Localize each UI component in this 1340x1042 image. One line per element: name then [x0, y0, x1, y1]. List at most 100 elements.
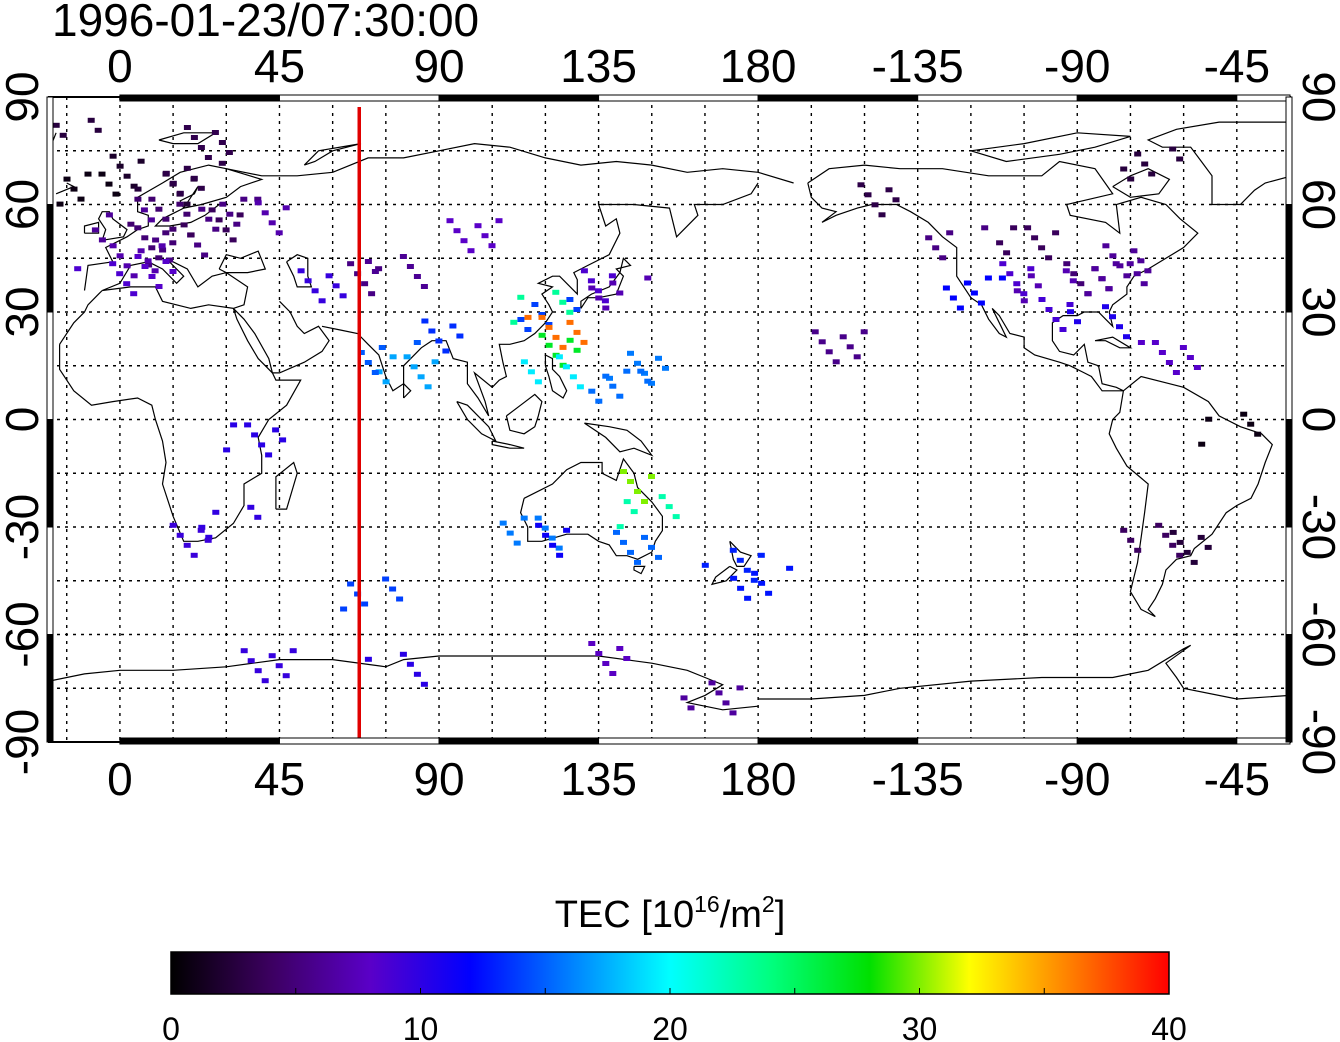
tec-pixel [758, 580, 766, 586]
tec-pixel [606, 375, 613, 381]
tec-pixel [180, 222, 188, 228]
tec-pixel [765, 590, 773, 596]
tec-pixel [361, 281, 369, 287]
tec-pixel [141, 264, 149, 269]
coast-svalbard [158, 132, 218, 145]
tec-pixel [134, 186, 142, 192]
tec-pixel [687, 705, 695, 711]
tec-pixel [825, 349, 833, 355]
coast-java [491, 440, 525, 449]
tec-pixel [198, 206, 206, 212]
tec-pixel [634, 360, 641, 366]
tec-pixel [198, 524, 206, 530]
tec-pixel [162, 230, 170, 236]
tec-pixel [137, 248, 145, 254]
tec-pixel [151, 268, 159, 274]
tec-pixel [347, 581, 355, 587]
coast-srilanka [403, 382, 412, 399]
tec-pixel [602, 661, 610, 666]
tec-pixel [148, 245, 156, 251]
tec-pixel [641, 534, 648, 540]
coast-tasmania [633, 565, 646, 575]
lat-tick-label: -60 [1293, 601, 1340, 667]
tec-pixel [1123, 334, 1130, 340]
tec-pixel [222, 227, 230, 233]
tec-pixel [70, 186, 78, 192]
tec-pixel [857, 182, 865, 188]
tec-cell-africa [169, 522, 212, 558]
frame-tick-bar [1285, 634, 1293, 743]
colorbar-tick-label: 0 [162, 1011, 180, 1042]
tec-pixel [517, 294, 525, 300]
tec-cell-europe [109, 243, 166, 279]
tec-pixel [364, 259, 372, 264]
tec-pixel [757, 552, 765, 558]
tec-pixel [148, 274, 156, 279]
lat-tick-label: 0 [0, 407, 48, 433]
tec-pixel [169, 180, 177, 186]
tec-pixel [420, 284, 428, 289]
tec-pixel [56, 201, 64, 207]
tec-pixel [864, 192, 872, 198]
colorbar-tick-label: 30 [902, 1011, 938, 1042]
tec-pixel [1062, 268, 1070, 274]
frame-tick-bar [757, 737, 919, 745]
tec-pixel [420, 681, 428, 687]
tec-pixel [332, 283, 340, 289]
lon-labels-top: 0 45 90 135 180 -135 -90 -45 [107, 40, 1270, 92]
tec-cell-south-america [1198, 411, 1262, 447]
tec-pixel [1169, 146, 1177, 152]
tec-pixel [116, 253, 124, 259]
tec-pixel [1165, 360, 1173, 365]
tec-cell-south-america [1169, 529, 1212, 565]
tec-pixel [627, 479, 634, 484]
tec-pixel [637, 368, 645, 374]
tec-cell-pacific [606, 350, 669, 386]
tec-cell-africa [198, 504, 262, 540]
tec-pixel [205, 534, 213, 540]
tec-pixel [520, 515, 528, 521]
frame-tick-bar [1236, 94, 1291, 102]
tec-pixel [588, 388, 596, 394]
tec-pixel [1084, 291, 1092, 297]
tec-pixel [1112, 261, 1120, 267]
lat-tick-label: -90 [1293, 709, 1340, 775]
frame-tick-bar [917, 737, 1078, 745]
lat-labels-right: 90 60 30 0 -30 -60 -90 [1293, 71, 1340, 775]
tec-pixel [839, 334, 847, 340]
tec-pixel [382, 379, 390, 385]
tec-pixel [421, 318, 429, 324]
tec-pixel [279, 437, 287, 443]
colorbar-tick-label: 40 [1151, 1011, 1187, 1042]
tec-pixel [368, 291, 376, 297]
tec-pixel [435, 338, 443, 344]
tec-pixel [251, 432, 259, 438]
tec-pixel [946, 230, 954, 236]
tec-pixel [1024, 225, 1032, 231]
tec-pixel [641, 370, 648, 376]
tec-pixel [194, 242, 202, 248]
tec-pixel [1176, 552, 1184, 558]
tec-pixel [1155, 522, 1163, 528]
tec-pixel [84, 171, 92, 177]
tec-pixel [576, 384, 584, 390]
coast-north-america [807, 160, 1199, 392]
tec-cell-north-america [1013, 268, 1077, 304]
tec-pixel [860, 329, 868, 335]
tec-pixel [751, 570, 759, 576]
tec-pixel [545, 342, 553, 348]
tec-pixel [737, 585, 745, 591]
tec-pixel [347, 261, 355, 267]
tec-pixel [155, 255, 163, 261]
tec-pixel [573, 329, 581, 335]
tec-pixel [123, 281, 131, 287]
tec-pixel [542, 532, 550, 538]
coast-arctic-islands [970, 132, 1131, 163]
coastlines [49, 121, 1290, 711]
tec-pixel [123, 173, 131, 179]
tec-pixel [1074, 319, 1081, 325]
tec-pixel [623, 368, 631, 374]
tec-pixel [240, 196, 248, 202]
coast-greenland [1146, 121, 1290, 205]
tec-pixel [1247, 421, 1255, 427]
